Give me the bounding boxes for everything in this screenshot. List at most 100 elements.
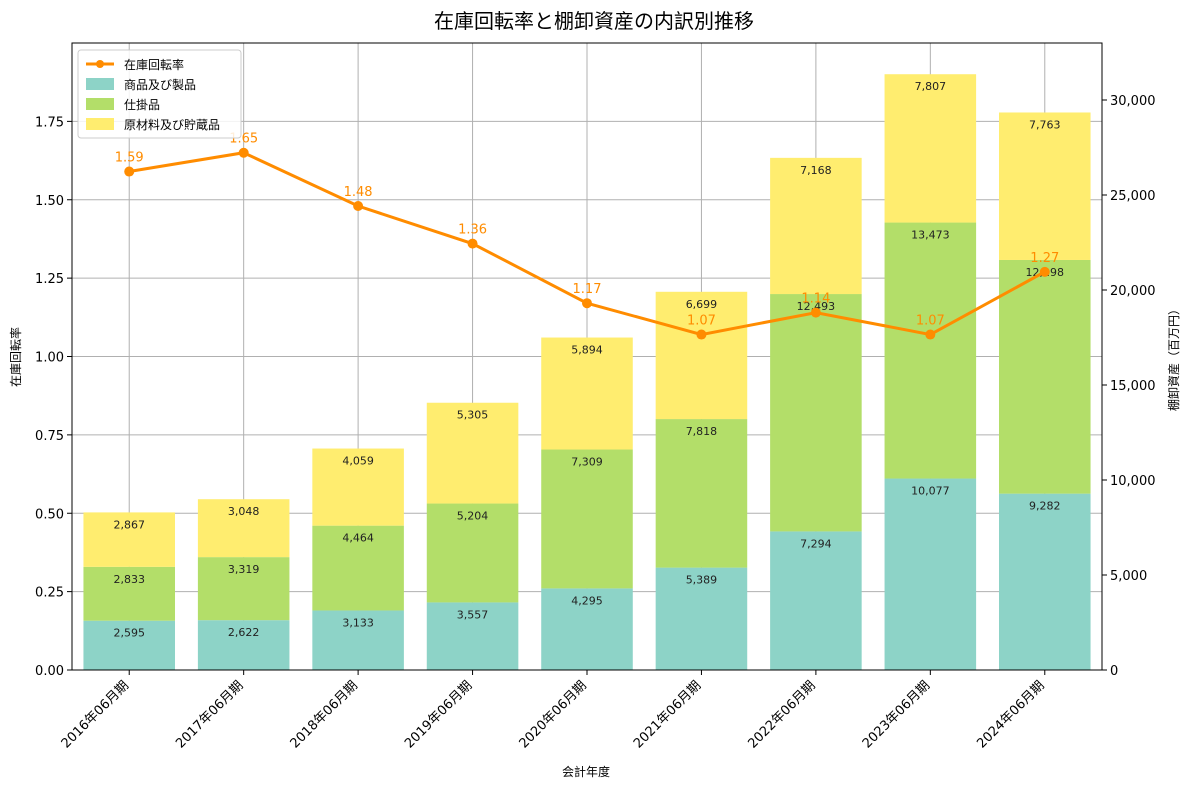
bar-label-0-5: 5,389 xyxy=(686,574,718,587)
right-tick-label: 15,000 xyxy=(1110,379,1156,394)
bar-label-2-2: 4,059 xyxy=(342,455,374,468)
bar-label-2-6: 7,168 xyxy=(800,164,832,177)
bar-0-4 xyxy=(541,588,633,670)
bar-2-8 xyxy=(999,112,1091,260)
x-tick-label: 2024年06月期 xyxy=(974,678,1047,751)
legend-swatch-0 xyxy=(86,78,114,90)
right-tick-label: 25,000 xyxy=(1110,189,1156,204)
bar-2-7 xyxy=(884,74,977,223)
turnover-label-5: 1.07 xyxy=(687,314,716,329)
turnover-point-5 xyxy=(696,329,707,340)
bar-label-1-6: 12,493 xyxy=(797,300,836,313)
bar-2-0 xyxy=(83,512,175,567)
bar-label-2-5: 6,699 xyxy=(686,298,718,311)
bar-0-7 xyxy=(884,478,977,670)
legend-swatch-1 xyxy=(86,98,114,110)
bar-2-5 xyxy=(655,291,748,420)
x-tick-label: 2017年06月期 xyxy=(173,678,246,751)
legend-swatch-2 xyxy=(86,118,114,130)
bar-1-8 xyxy=(999,259,1091,494)
x-axis-label: 会計年度 xyxy=(562,764,610,779)
bar-1-0 xyxy=(83,566,175,621)
bar-label-1-4: 7,309 xyxy=(571,456,603,469)
bar-label-0-8: 9,282 xyxy=(1029,500,1061,513)
legend-label-line: 在庫回転率 xyxy=(124,57,184,72)
bar-label-1-3: 5,204 xyxy=(457,510,489,523)
bar-label-2-3: 5,305 xyxy=(457,409,489,422)
left-tick-label: 1.75 xyxy=(35,115,64,130)
legend-box xyxy=(77,49,242,139)
turnover-point-1 xyxy=(238,147,249,158)
left-tick-label: 1.50 xyxy=(35,194,64,209)
bar-label-0-0: 2,595 xyxy=(113,627,145,640)
turnover-point-8 xyxy=(1039,266,1050,277)
turnover-label-2: 1.48 xyxy=(344,185,373,200)
x-tick-label: 2020年06月期 xyxy=(517,678,590,751)
x-tick-label: 2016年06月期 xyxy=(59,678,132,751)
bar-label-1-2: 4,464 xyxy=(342,532,374,545)
bar-0-1 xyxy=(197,620,290,670)
turnover-label-4: 1.17 xyxy=(573,282,602,297)
legend-label-0: 商品及び製品 xyxy=(124,77,196,92)
bar-2-4 xyxy=(541,337,633,450)
bar-0-8 xyxy=(999,493,1091,670)
turnover-label-3: 1.36 xyxy=(458,223,487,238)
bar-1-4 xyxy=(541,449,633,589)
bar-label-0-7: 10,077 xyxy=(911,485,950,498)
turnover-point-4 xyxy=(582,298,592,309)
turnover-label-6: 1.14 xyxy=(801,292,830,307)
bar-1-2 xyxy=(312,525,404,611)
x-tick-label: 2019年06月期 xyxy=(402,678,475,751)
bar-0-6 xyxy=(770,531,862,670)
bar-label-0-3: 3,557 xyxy=(457,608,489,621)
legend-line-marker xyxy=(96,60,104,68)
bar-label-1-5: 7,818 xyxy=(686,425,718,438)
x-tick-label: 2018年06月期 xyxy=(288,678,361,751)
bar-2-3 xyxy=(426,402,519,504)
legend-label-2: 原材料及び貯蔵品 xyxy=(124,118,220,132)
bar-label-2-8: 7,763 xyxy=(1029,118,1061,131)
turnover-point-6 xyxy=(810,307,821,318)
bar-label-0-2: 3,133 xyxy=(342,616,374,629)
turnover-line-group: 1.591.651.481.361.171.071.141.071.27 xyxy=(115,132,1059,340)
bar-1-1 xyxy=(197,557,290,621)
bar-label-2-7: 7,807 xyxy=(915,80,947,93)
bar-label-1-0: 2,833 xyxy=(113,573,145,586)
bar-label-2-1: 3,048 xyxy=(228,505,260,518)
bar-0-3 xyxy=(426,602,519,670)
bar-label-0-1: 2,622 xyxy=(228,626,260,639)
bar-label-0-6: 7,294 xyxy=(800,537,832,550)
left-tick-label: 0.50 xyxy=(35,507,64,522)
turnover-point-0 xyxy=(124,166,135,177)
x-tick-label: 2021年06月期 xyxy=(631,678,704,751)
turnover-label-7: 1.07 xyxy=(916,314,945,329)
bar-2-1 xyxy=(197,499,290,558)
bar-label-group: 2,595 2,622 3,133 3,557 4,295 5,389 7,294 10,07… xyxy=(113,80,1064,639)
bar-label-2-0: 2,867 xyxy=(113,518,145,531)
bar-0-2 xyxy=(312,610,404,670)
right-tick-label: 10,000 xyxy=(1110,474,1156,489)
x-tick-label: 2022年06月期 xyxy=(745,678,818,751)
right-tick-label: 5,000 xyxy=(1110,569,1147,584)
bar-0-0 xyxy=(83,620,175,670)
left-y-axis-label: 在庫回転率 xyxy=(8,327,23,387)
turnover-label-0: 1.59 xyxy=(115,151,144,166)
left-tick-label: 1.00 xyxy=(35,351,64,366)
bar-1-3 xyxy=(426,503,519,603)
bar-label-2-4: 5,894 xyxy=(571,344,603,357)
bar-1-7 xyxy=(884,222,977,479)
bar-group xyxy=(83,74,1091,670)
bar-label-1-7: 13,473 xyxy=(911,229,950,242)
bar-2-2 xyxy=(312,448,404,526)
turnover-point-2 xyxy=(353,201,364,212)
x-tick-label: 2023年06月期 xyxy=(860,678,933,751)
chart-title: 在庫回転率と棚卸資産の内訳別推移 xyxy=(434,9,754,33)
turnover-label-8: 1.27 xyxy=(1030,251,1059,266)
right-tick-label: 30,000 xyxy=(1110,94,1156,109)
right-tick-label: 0 xyxy=(1110,664,1118,679)
left-tick-label: 0.75 xyxy=(35,429,64,444)
legend-label-1: 仕掛品 xyxy=(124,97,160,112)
left-tick-label: 0.25 xyxy=(35,586,64,601)
turnover-point-3 xyxy=(467,238,478,249)
